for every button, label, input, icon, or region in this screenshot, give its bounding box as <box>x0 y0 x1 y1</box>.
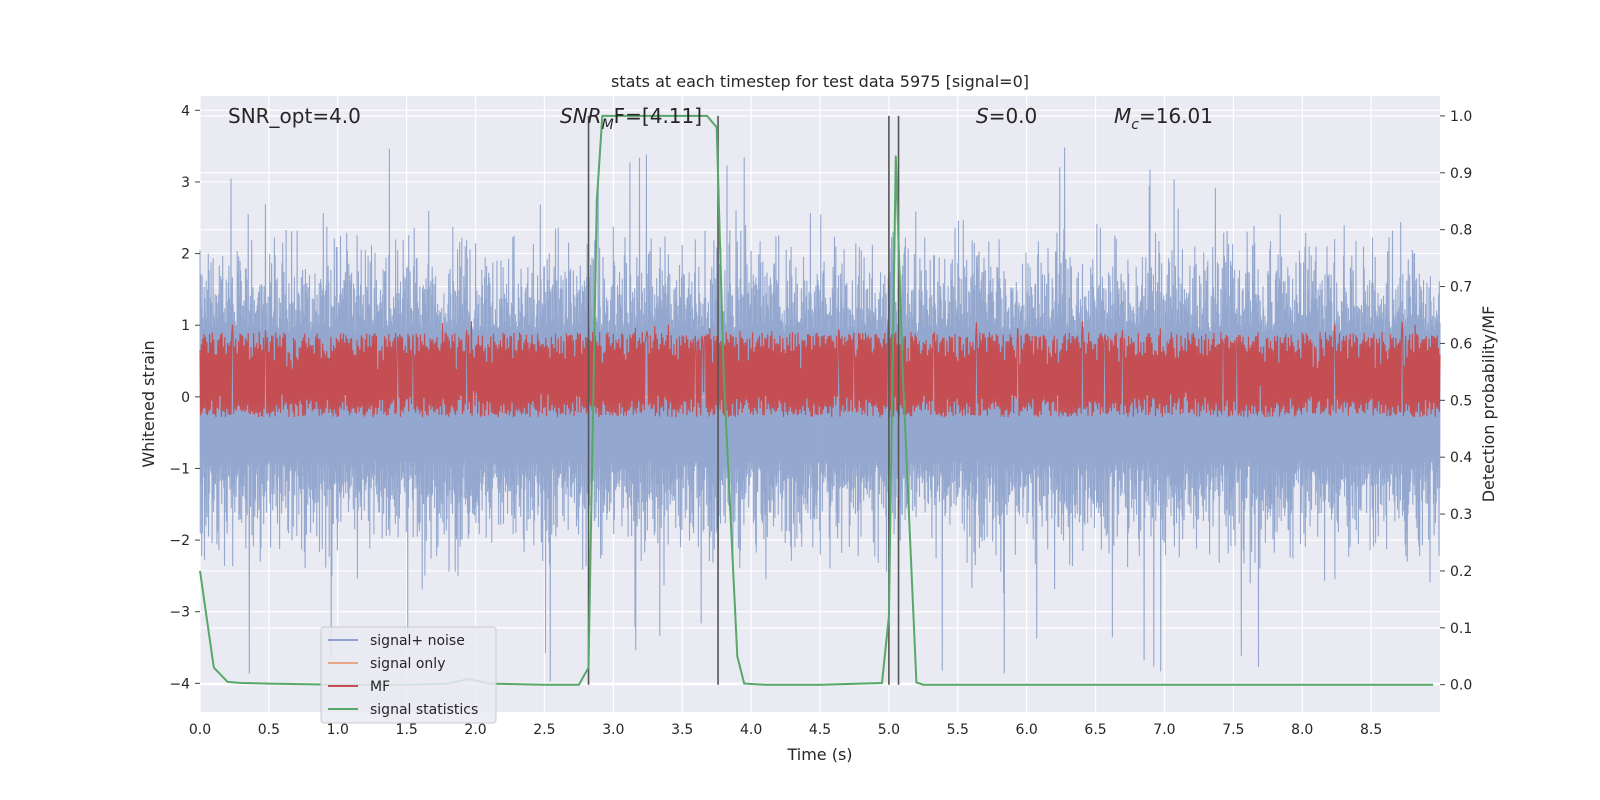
annotation-s-symbol: S <box>976 104 989 128</box>
x-tick-label: 2.0 <box>464 722 486 738</box>
x-tick-label: 1.5 <box>396 722 418 738</box>
y-right-tick-label: 0.0 <box>1450 678 1472 694</box>
legend-entry-signal-noise: signal+ noise <box>370 633 465 649</box>
y-right-axis-ticks: 1.0 0.9 0.8 0.7 0.6 0.5 0.4 0.3 0.2 0.1 0.0 <box>1440 109 1472 694</box>
y-right-tick-label: 0.8 <box>1450 223 1472 239</box>
annotation-mc-value: =16.01 <box>1139 104 1213 128</box>
y-right-tick-label: 0.5 <box>1450 393 1472 409</box>
x-tick-label: 5.0 <box>878 722 900 738</box>
y-left-tick-label: 1 <box>181 318 190 334</box>
y-right-tick-label: 0.7 <box>1450 280 1472 296</box>
x-axis-label: Time (s) <box>786 745 852 764</box>
y-left-axis-ticks: 4 3 2 1 0 −1 −2 −3 −4 <box>169 103 200 692</box>
annotation-snr-mf-value: F=[4.11] <box>614 104 702 128</box>
x-tick-label: 4.0 <box>740 722 762 738</box>
x-tick-label: 8.0 <box>1291 722 1313 738</box>
annotation-snr-opt: SNR_opt=4.0 <box>228 104 361 128</box>
y-left-tick-label: −3 <box>169 605 190 621</box>
series-signal-noise <box>199 147 1441 682</box>
y-left-tick-label: 3 <box>181 175 190 191</box>
chart-title: stats at each timestep for test data 597… <box>611 72 1029 91</box>
x-tick-label: 8.5 <box>1360 722 1382 738</box>
annotation-s-value: =0.0 <box>989 104 1038 128</box>
signal-noise-line <box>199 147 1441 682</box>
y-left-tick-label: −4 <box>169 676 190 692</box>
y-right-axis-label: Detection probability/MF <box>1479 306 1498 503</box>
series-mf <box>199 320 1441 418</box>
legend-frame <box>320 626 497 724</box>
annotation-mc-symbol: M <box>1114 104 1131 128</box>
y-left-tick-label: 2 <box>181 247 190 263</box>
annotation-snr-mf-symbol: SNR <box>560 104 602 128</box>
x-tick-label: 1.0 <box>327 722 349 738</box>
annotation-snr-mf: SNRMF=[4.11] <box>560 104 702 133</box>
annotation-s: S=0.0 <box>976 104 1037 128</box>
y-left-tick-label: 4 <box>181 103 190 119</box>
x-tick-label: 2.5 <box>533 722 555 738</box>
y-right-tick-label: 0.2 <box>1450 564 1472 580</box>
x-tick-label: 7.5 <box>1222 722 1244 738</box>
y-left-axis-label: Whitened strain <box>139 340 158 467</box>
y-right-tick-label: 0.6 <box>1450 336 1472 352</box>
legend-entry-signal-statistics: signal statistics <box>370 702 478 718</box>
y-left-tick-label: 0 <box>181 390 190 406</box>
legend-entry-mf: MF <box>370 679 390 695</box>
x-tick-label: 6.5 <box>1084 722 1106 738</box>
annotation-mc-subscript: c <box>1131 117 1139 133</box>
legend-entry-signal-only: signal only <box>370 656 445 672</box>
x-tick-label: 3.5 <box>671 722 693 738</box>
y-right-tick-label: 0.4 <box>1450 450 1472 466</box>
y-right-tick-label: 0.3 <box>1450 507 1472 523</box>
x-tick-label: 6.0 <box>1016 722 1038 738</box>
y-right-tick-label: 0.1 <box>1450 621 1472 637</box>
x-tick-label: 5.5 <box>947 722 969 738</box>
vertical-markers <box>587 115 900 685</box>
annotation-mc: Mc=16.01 <box>1114 104 1213 133</box>
x-axis-ticks: 0.0 0.5 1.0 1.5 2.0 2.5 3.0 3.5 4.0 4.5 5.0 5.5 6.0 6… <box>189 722 1382 738</box>
legend: signal+ noise signal only MF signal stat… <box>320 626 497 724</box>
annotation-snr-mf-subscript: M <box>602 117 614 133</box>
y-left-tick-label: −2 <box>169 533 190 549</box>
y-left-tick-label: −1 <box>169 461 190 477</box>
x-tick-label: 7.0 <box>1153 722 1175 738</box>
x-tick-label: 0.5 <box>258 722 280 738</box>
mf-line <box>199 320 1441 418</box>
x-tick-label: 4.5 <box>809 722 831 738</box>
x-tick-label: 0.0 <box>189 722 211 738</box>
y-right-tick-label: 1.0 <box>1450 109 1472 125</box>
y-right-tick-label: 0.9 <box>1450 166 1472 182</box>
x-tick-label: 3.0 <box>602 722 624 738</box>
